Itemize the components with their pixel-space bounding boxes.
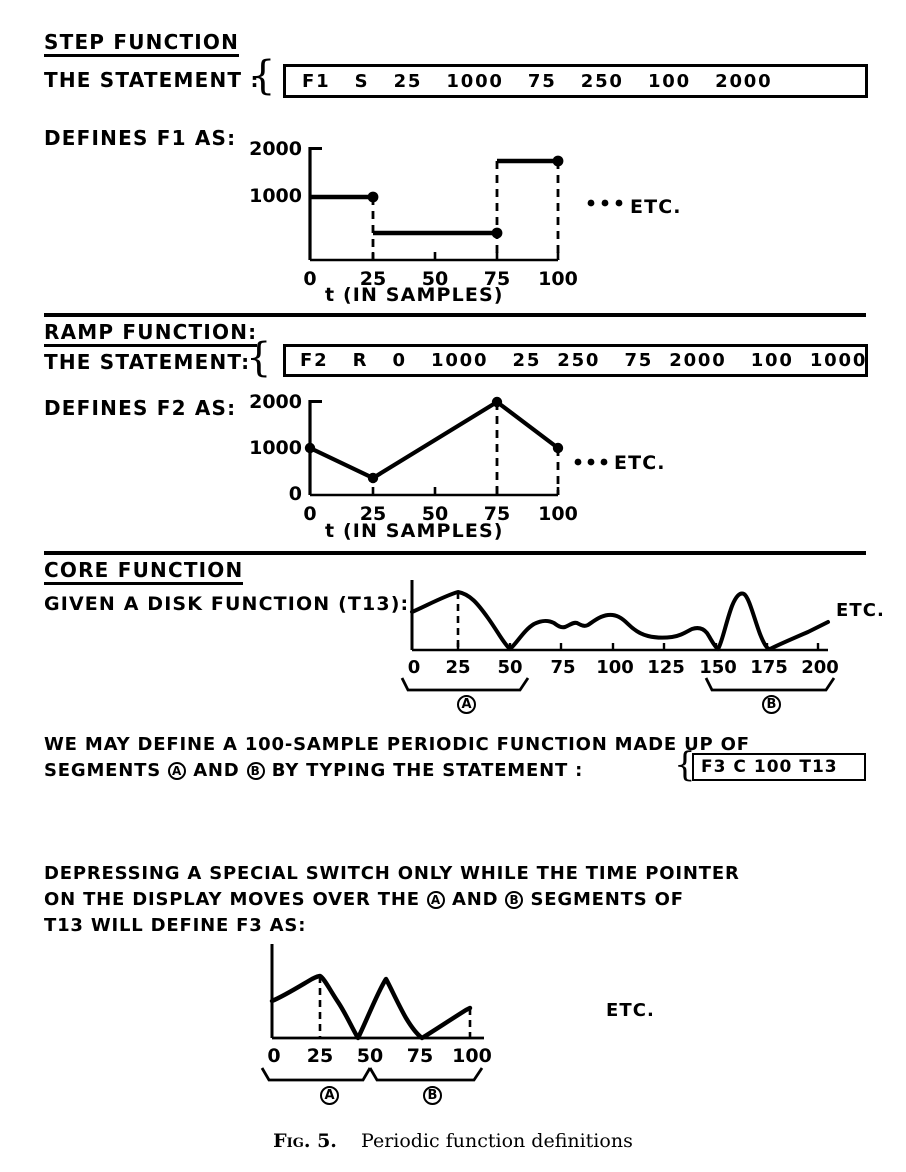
ramp-statement-box[interactable]: F2 R 0 1000 25 250 75 2000 100 1000 [283, 344, 868, 377]
segment-bracket-b [704, 677, 836, 692]
xtick-50: 50 [422, 503, 448, 525]
ramp-statement-brace: { [246, 335, 272, 381]
f3-etc-label: ETC. [606, 1000, 655, 1021]
ytick-0: 0 [289, 483, 302, 505]
circled-b: B [423, 1086, 442, 1105]
xtick-25: 25 [360, 503, 386, 525]
divider-1 [44, 313, 866, 317]
divider-2 [44, 551, 866, 555]
waveform-trace [269, 973, 473, 1041]
figure-caption: Fig. 5. Periodic function definitions [0, 1130, 906, 1152]
data-point [367, 191, 379, 203]
circled-b: B [246, 762, 265, 781]
ramp-function-heading: RAMP FUNCTION: [44, 322, 258, 347]
core-given-label: GIVEN A DISK FUNCTION (T13): [44, 593, 410, 615]
xtick-50: 50 [422, 268, 448, 290]
step-function-heading: STEP FUNCTION [44, 32, 240, 57]
circled-a: A [168, 762, 187, 781]
xtick-0: 0 [303, 268, 316, 290]
data-point [491, 396, 503, 408]
xtick-50: 50 [497, 657, 522, 678]
para1-seg-text-a: SEGMENTS [44, 760, 169, 781]
ytick-1000: 1000 [249, 437, 302, 459]
circled-b: B [505, 891, 524, 910]
xtick-175: 175 [750, 657, 788, 678]
data-point [552, 155, 564, 167]
para1-seg-text-b: AND [186, 760, 247, 781]
xtick-25: 25 [360, 268, 386, 290]
f3-statement-brace: { [674, 745, 696, 785]
core-etc-label: ETC. [836, 600, 885, 621]
circled-a: A [320, 1086, 339, 1105]
circled-a: A [457, 695, 476, 714]
f3-segment-a-label: A [320, 1083, 339, 1105]
xtick-75: 75 [484, 268, 510, 290]
step-statement-brace: { [250, 53, 276, 99]
ramp-etc-label: ETC. [614, 452, 666, 474]
ramp-defines-label: DEFINES F2 AS: [44, 396, 237, 420]
xtick-100: 100 [452, 1045, 492, 1067]
ramp-statement-label: THE STATEMENT: [44, 350, 251, 374]
ramp-xaxis-title: t (IN SAMPLES) [325, 520, 504, 542]
waveform-trace [410, 590, 830, 651]
xtick-200: 200 [801, 657, 839, 678]
xtick-75: 75 [484, 503, 510, 525]
xtick-100: 100 [538, 268, 578, 290]
switch-description-line1: DEPRESSING A SPECIAL SWITCH ONLY WHILE T… [44, 863, 740, 884]
xtick-0: 0 [303, 503, 316, 525]
chart-periodic-function-f3: 0 25 50 75 100 [258, 938, 678, 1098]
chart-disk-function-t13: 0 25 50 75 100 125 150 175 200 [398, 570, 878, 710]
ytick-1000: 1000 [249, 185, 302, 207]
xtick-75: 75 [407, 1045, 433, 1067]
xtick-125: 125 [647, 657, 685, 678]
xtick-75: 75 [550, 657, 575, 678]
xtick-0: 0 [408, 657, 421, 678]
circled-a: A [426, 891, 445, 910]
step-defines-label: DEFINES F1 AS: [44, 126, 237, 150]
switch-description-line2: ON THE DISPLAY MOVES OVER THE A AND B SE… [44, 888, 684, 913]
para1-seg-text-c: BY TYPING THE STATEMENT : [264, 760, 584, 781]
periodic-definition-paragraph-line2: SEGMENTS A AND B BY TYPING THE STATEMENT… [44, 759, 583, 784]
segment-bracket-b [368, 1067, 484, 1082]
para2-seg-text-b: AND [444, 889, 506, 910]
chart-ramp-function-f2: 2000 1000 0 0 25 50 7 [246, 390, 666, 560]
circled-b: B [762, 695, 781, 714]
xtick-150: 150 [699, 657, 737, 678]
segment-bracket-a [400, 677, 530, 692]
data-point [367, 472, 379, 484]
step-etc-label: ETC. [630, 196, 682, 218]
para2-seg-text-a: ON THE DISPLAY MOVES OVER THE [44, 889, 427, 910]
xtick-25: 25 [445, 657, 470, 678]
xtick-50: 50 [357, 1045, 383, 1067]
ramp-trace [307, 399, 561, 481]
figure-caption-text: Periodic function definitions [361, 1130, 633, 1152]
step-statement-label: THE STATEMENT : [44, 68, 260, 92]
data-point [491, 227, 503, 239]
switch-description-line3: T13 WILL DEFINE F3 AS: [44, 915, 307, 936]
t13-segment-a-label: A [457, 692, 476, 714]
para2-seg-text-c: SEGMENTS OF [523, 889, 684, 910]
data-point [552, 442, 564, 454]
xtick-100: 100 [596, 657, 634, 678]
xtick-0: 0 [267, 1045, 280, 1067]
data-point [304, 442, 316, 454]
segment-bracket-a [260, 1067, 372, 1082]
periodic-definition-paragraph-line1: WE MAY DEFINE A 100-SAMPLE PERIODIC FUNC… [44, 734, 750, 755]
figure-number: Fig. 5. [273, 1130, 337, 1152]
step-xaxis-title: t (IN SAMPLES) [325, 284, 504, 306]
f3-segment-b-label: B [423, 1083, 442, 1105]
ytick-2000: 2000 [249, 138, 302, 160]
core-function-heading: CORE FUNCTION [44, 560, 244, 585]
step-statement-box[interactable]: F1 S 25 1000 75 250 100 2000 [283, 64, 868, 98]
t13-segment-b-label: B [762, 692, 781, 714]
ytick-2000: 2000 [249, 391, 302, 413]
f3-statement-box[interactable]: F3 C 100 T13 [692, 753, 866, 781]
chart-step-function-f1: 2000 1000 0 25 [246, 135, 666, 310]
xtick-100: 100 [538, 503, 578, 525]
xtick-25: 25 [307, 1045, 333, 1067]
